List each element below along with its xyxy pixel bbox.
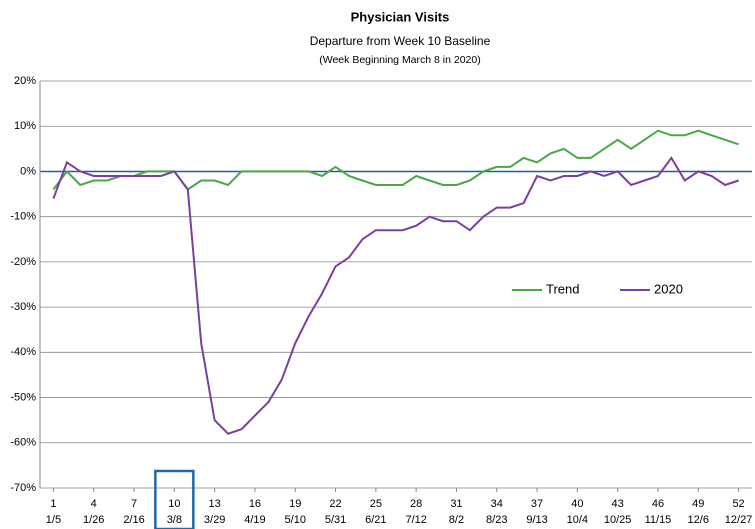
x-tick-label: 7 bbox=[131, 498, 137, 510]
x-date-label: 1/5 bbox=[46, 514, 61, 526]
x-tick-label: 46 bbox=[652, 498, 664, 510]
x-date-label: 3/8 bbox=[167, 514, 182, 526]
x-date-label: 8/23 bbox=[486, 514, 507, 526]
y-tick-label: 20% bbox=[14, 75, 36, 87]
highlight-box bbox=[154, 469, 195, 529]
legend-label: 2020 bbox=[654, 281, 683, 296]
x-date-label: 10/4 bbox=[567, 514, 588, 526]
series-line bbox=[52, 156, 739, 435]
x-date-label: 11/15 bbox=[645, 514, 672, 526]
x-tick-label: 25 bbox=[370, 498, 382, 510]
x-date-label: 8/2 bbox=[449, 514, 464, 526]
x-date-label: 2/16 bbox=[123, 514, 144, 526]
y-tick-label: -40% bbox=[10, 346, 36, 358]
x-date-label: 9/13 bbox=[526, 514, 547, 526]
y-tick-label: -50% bbox=[10, 391, 36, 403]
x-tick-label: 4 bbox=[91, 498, 97, 510]
y-tick-label: -30% bbox=[10, 301, 36, 313]
x-tick-label: 43 bbox=[612, 498, 624, 510]
series-line bbox=[52, 129, 739, 191]
x-tick-label: 34 bbox=[491, 498, 503, 510]
x-date-label: 5/10 bbox=[285, 514, 306, 526]
x-tick-label: 49 bbox=[692, 498, 704, 510]
x-date-label: 1/26 bbox=[83, 514, 104, 526]
x-date-label: 12/6 bbox=[688, 514, 709, 526]
x-date-label: 7/12 bbox=[405, 514, 426, 526]
y-tick-label: -60% bbox=[10, 437, 36, 449]
x-tick-label: 22 bbox=[329, 498, 341, 510]
x-tick-label: 28 bbox=[410, 498, 422, 510]
chart-title: Physician Visits bbox=[351, 9, 450, 24]
x-date-label: 6/21 bbox=[365, 514, 386, 526]
x-date-label: 12/27 bbox=[725, 514, 753, 526]
chart-note: (Week Beginning March 8 in 2020) bbox=[319, 54, 480, 66]
x-date-label: 3/29 bbox=[204, 514, 225, 526]
y-tick-label: 0% bbox=[20, 165, 36, 177]
x-tick-label: 31 bbox=[450, 498, 462, 510]
y-tick-label: -20% bbox=[10, 256, 36, 268]
x-tick-label: 1 bbox=[50, 498, 56, 510]
x-tick-label: 10 bbox=[168, 498, 180, 510]
y-tick-label: 10% bbox=[14, 120, 36, 132]
x-tick-label: 16 bbox=[249, 498, 261, 510]
x-date-label: 10/25 bbox=[604, 514, 632, 526]
x-date-label: 4/19 bbox=[244, 514, 265, 526]
y-tick-label: -10% bbox=[10, 211, 36, 223]
x-date-label: 5/31 bbox=[325, 514, 346, 526]
x-tick-label: 40 bbox=[571, 498, 583, 510]
x-tick-label: 37 bbox=[531, 498, 543, 510]
legend-label: Trend bbox=[546, 281, 579, 296]
x-tick-label: 52 bbox=[732, 498, 744, 510]
chart-subtitle: Departure from Week 10 Baseline bbox=[310, 34, 491, 48]
x-tick-label: 13 bbox=[209, 498, 221, 510]
x-tick-label: 19 bbox=[289, 498, 301, 510]
y-tick-label: -70% bbox=[10, 482, 36, 494]
